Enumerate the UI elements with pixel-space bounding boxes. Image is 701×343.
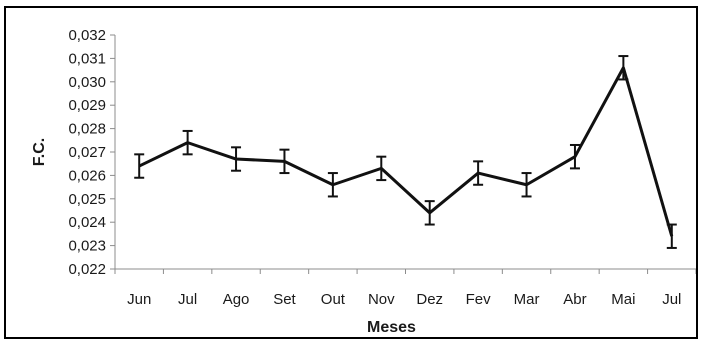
x-tick-label: Ago <box>223 291 250 308</box>
x-tick-label: Jun <box>127 291 151 308</box>
x-axis-ticks: Jun Jul Ago Set Out Nov Dez Fev Mar Abr Mai Jul <box>114 269 696 308</box>
y-tick-label: 0,032 <box>68 27 106 44</box>
line-chart: 0,022 0,023 0,024 0,025 0,026 0,027 0,028 0,029… <box>31 27 696 336</box>
x-tick-label: Mai <box>611 291 635 308</box>
y-tick-label: 0,028 <box>68 121 106 138</box>
x-tick-label: Jul <box>662 291 681 308</box>
y-tick-label: 0,025 <box>68 191 106 208</box>
y-axis-ticks: 0,022 0,023 0,024 0,025 0,026 0,027 0,028 0,029… <box>68 27 115 278</box>
x-tick-label: Set <box>273 291 296 308</box>
y-tick-label: 0,030 <box>68 74 106 91</box>
error-bar <box>134 153 145 179</box>
x-tick-label: Nov <box>368 291 395 308</box>
error-bars <box>134 55 677 249</box>
x-tick-label: Dez <box>416 291 443 308</box>
y-tick-label: 0,023 <box>68 238 106 255</box>
x-tick-label: Abr <box>563 291 586 308</box>
x-tick-label: Out <box>321 291 346 308</box>
x-axis-title: Meses <box>367 319 416 336</box>
y-tick-label: 0,024 <box>68 214 106 231</box>
series-line <box>138 66 674 237</box>
y-tick-label: 0,022 <box>68 261 106 278</box>
chart-frame: 0,022 0,023 0,024 0,025 0,026 0,027 0,028 0,029… <box>4 6 698 339</box>
y-axis-title: F.C. <box>31 138 48 166</box>
y-tick-label: 0,026 <box>68 167 106 184</box>
y-tick-label: 0,031 <box>68 50 106 67</box>
x-tick-label: Mar <box>514 291 540 308</box>
y-tick-label: 0,027 <box>68 144 106 161</box>
x-tick-label: Fev <box>466 291 492 308</box>
y-tick-label: 0,029 <box>68 97 106 114</box>
x-tick-label: Jul <box>178 291 197 308</box>
